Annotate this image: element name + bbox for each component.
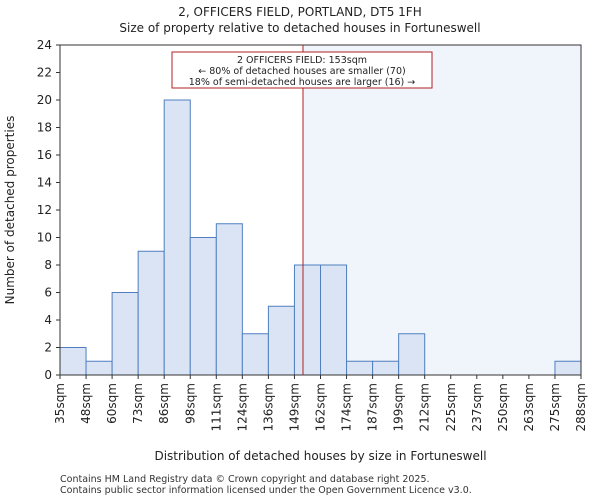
bar bbox=[215, 223, 243, 376]
y-tick-label: 12 bbox=[37, 203, 52, 217]
x-tick-label: 111sqm bbox=[209, 383, 223, 431]
bar bbox=[320, 264, 348, 376]
y-tick-label: 24 bbox=[37, 38, 52, 52]
y-tick-label: 14 bbox=[37, 176, 52, 190]
bar bbox=[267, 305, 295, 376]
bar bbox=[398, 333, 426, 376]
y-tick-label: 8 bbox=[44, 258, 52, 272]
annotation-line: 18% of semi-detached houses are larger (… bbox=[189, 77, 416, 88]
x-tick-label: 187sqm bbox=[366, 383, 380, 431]
x-tick-label: 60sqm bbox=[105, 383, 119, 424]
y-tick-label: 0 bbox=[44, 368, 52, 382]
bar bbox=[137, 250, 165, 376]
x-tick-label: 98sqm bbox=[183, 383, 197, 424]
y-tick-label: 22 bbox=[37, 66, 52, 80]
x-tick-label: 73sqm bbox=[131, 383, 145, 424]
y-tick-label: 18 bbox=[37, 121, 52, 135]
x-tick-label: 275sqm bbox=[548, 383, 562, 431]
y-tick-label: 20 bbox=[37, 93, 52, 107]
y-tick-label: 2 bbox=[44, 341, 52, 355]
footer-licence: Contains public sector information licen… bbox=[60, 485, 472, 496]
x-tick-label: 35sqm bbox=[53, 383, 67, 424]
y-axis-label: Number of detached properties bbox=[3, 116, 17, 305]
larger-region-highlight bbox=[302, 45, 581, 375]
bar bbox=[372, 360, 400, 376]
x-tick-label: 237sqm bbox=[470, 383, 484, 431]
x-tick-label: 86sqm bbox=[157, 383, 171, 424]
x-tick-label: 225sqm bbox=[444, 383, 458, 431]
x-tick-label: 199sqm bbox=[392, 383, 406, 431]
x-tick-label: 263sqm bbox=[522, 383, 536, 431]
x-axis-label: Distribution of detached houses by size … bbox=[154, 449, 486, 463]
bar bbox=[59, 347, 87, 376]
x-tick-label: 136sqm bbox=[261, 383, 275, 431]
y-tick-label: 6 bbox=[44, 286, 52, 300]
x-tick-label: 162sqm bbox=[314, 383, 328, 431]
bar bbox=[241, 333, 269, 376]
bar bbox=[163, 99, 191, 376]
annotation-line: ← 80% of detached houses are smaller (70… bbox=[198, 66, 405, 77]
bar bbox=[85, 360, 113, 376]
x-tick-label: 149sqm bbox=[287, 383, 301, 431]
annotation-box bbox=[171, 51, 433, 89]
y-tick-label: 10 bbox=[37, 231, 52, 245]
chart-title: 2, OFFICERS FIELD, PORTLAND, DT5 1FH bbox=[178, 5, 422, 19]
y-tick-label: 16 bbox=[37, 148, 52, 162]
x-tick-label: 250sqm bbox=[496, 383, 510, 431]
chart-subtitle: Size of property relative to detached ho… bbox=[119, 21, 481, 35]
bar bbox=[189, 237, 217, 376]
bar bbox=[293, 264, 322, 376]
annotation-line: 2 OFFICERS FIELD: 153sqm bbox=[237, 55, 367, 66]
bar bbox=[111, 292, 139, 376]
x-tick-label: 288sqm bbox=[574, 383, 588, 431]
x-tick-label: 212sqm bbox=[418, 383, 432, 431]
bar bbox=[554, 360, 582, 376]
x-tick-label: 48sqm bbox=[79, 383, 93, 424]
x-tick-label: 124sqm bbox=[235, 383, 249, 431]
x-tick-label: 174sqm bbox=[340, 383, 354, 431]
bar bbox=[346, 360, 374, 376]
footer-copyright: Contains HM Land Registry data © Crown c… bbox=[60, 474, 430, 485]
y-tick-label: 4 bbox=[44, 313, 52, 327]
